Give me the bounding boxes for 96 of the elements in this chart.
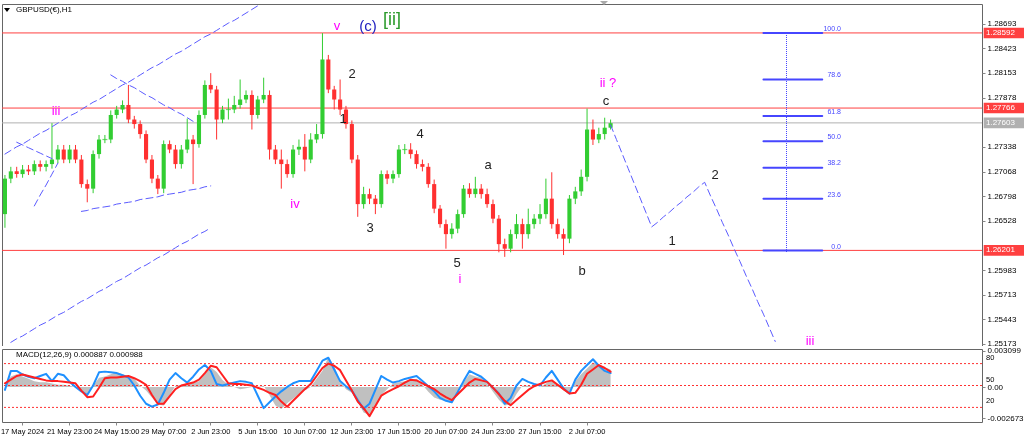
chart-title: GBPUSD(€),H1: [16, 5, 73, 14]
candlestick: [443, 219, 448, 250]
chart-title: MACD(12,26,9) 0.000887 0.000988: [16, 350, 144, 359]
candlestick: [338, 78, 343, 116]
y-tick-label: 1.25713: [987, 290, 1017, 300]
y-tick-label: 0.003099: [987, 346, 1022, 356]
annotation: b: [578, 262, 586, 278]
y-tick-label: 1.25443: [987, 314, 1017, 324]
candlestick: [426, 162, 431, 189]
annotation: v: [333, 17, 341, 33]
candlestick: [361, 186, 366, 210]
annotation: 3: [366, 219, 374, 235]
candlestick: [502, 238, 507, 258]
candlestick: [537, 203, 543, 225]
candlestick: [390, 169, 396, 184]
candlestick: [473, 176, 478, 199]
annotation: 1: [668, 232, 676, 248]
candlestick: [579, 169, 584, 197]
annotation: 2: [348, 65, 356, 81]
candlestick: [385, 169, 390, 185]
line-series: [33, 162, 59, 207]
annotation: 2: [711, 166, 719, 182]
candlestick: [296, 139, 301, 156]
y-tick-label: 1.28153: [987, 68, 1017, 78]
annotation: a: [484, 156, 492, 172]
y-tick-label: 0.00: [987, 382, 1004, 392]
candlestick: [155, 174, 160, 195]
candlestick: [96, 134, 102, 160]
candlestick: [332, 85, 337, 111]
annotation: [ii]: [383, 9, 401, 29]
candlestick: [238, 78, 243, 110]
candlestick: [490, 199, 496, 224]
candlestick: [179, 144, 184, 170]
annotation: 5: [453, 254, 461, 270]
candlestick: [44, 159, 49, 172]
candlestick: [243, 89, 249, 104]
candlestick: [126, 84, 131, 124]
candlestick: [485, 188, 490, 209]
candlestick: [543, 178, 548, 220]
candlestick: [520, 218, 525, 250]
candlestick: [532, 213, 537, 230]
candlestick: [555, 218, 560, 240]
annotation: c: [602, 92, 610, 108]
candlestick: [508, 229, 513, 253]
candlestick: [308, 132, 313, 164]
line-series: [80, 185, 212, 212]
ref-line-label: 1.28592: [986, 27, 1016, 37]
candlestick: [314, 123, 319, 144]
y-tick-label: 1.26528: [987, 216, 1017, 226]
annotation: i: [458, 270, 462, 286]
candlestick: [185, 118, 190, 154]
y-tick-label: 1.27878: [987, 93, 1017, 103]
y-tick-label: 1.28693: [987, 19, 1017, 29]
ref-line-label: 1.27766: [986, 103, 1016, 113]
candlestick: [561, 228, 566, 256]
candlestick: [602, 117, 607, 141]
candlestick: [285, 159, 290, 179]
candlestick: [438, 204, 443, 229]
candlestick: [55, 144, 60, 164]
candlestick: [255, 95, 260, 120]
candlestick: [61, 144, 66, 164]
annotation: 4: [416, 125, 424, 141]
annotation: iii: [51, 102, 61, 118]
annotation: iii: [805, 332, 815, 348]
y-tick-label: -0.002673: [987, 413, 1024, 423]
candlestick: [173, 144, 178, 170]
candlestick: [138, 119, 143, 140]
candlestick: [414, 149, 419, 170]
candlestick: [67, 144, 72, 164]
y-tick-label: 1.25983: [987, 265, 1017, 275]
candlestick: [85, 179, 90, 203]
candlestick: [149, 154, 154, 184]
y-tick-label: 1.27338: [987, 142, 1017, 152]
line-series: [110, 74, 194, 122]
y-tick-label: 1.28423: [987, 43, 1017, 53]
candlestick: [302, 133, 307, 172]
line-series: [4, 5, 259, 155]
y-tick-label: 1.25173: [987, 339, 1017, 349]
y-tick-label: 1.26798: [987, 191, 1017, 201]
candlestick: [208, 72, 213, 94]
line-series: [610, 124, 776, 342]
y-tick-label: 1.27068: [987, 167, 1017, 177]
candlestick: [373, 194, 378, 215]
candlestick: [514, 213, 519, 240]
candlestick: [273, 144, 278, 165]
annotation: ii ?: [599, 74, 617, 90]
candlestick: [249, 89, 254, 131]
candlestick: [526, 208, 531, 240]
candlestick: [455, 209, 460, 234]
ref-line-label: 1.26201: [986, 245, 1016, 255]
annotation: (c): [359, 16, 377, 34]
candlestick: [73, 144, 78, 164]
ref-line-label: 1.27603: [986, 117, 1016, 127]
annotation: iv: [290, 195, 300, 211]
candlestick: [590, 119, 595, 146]
candlestick: [261, 77, 266, 104]
